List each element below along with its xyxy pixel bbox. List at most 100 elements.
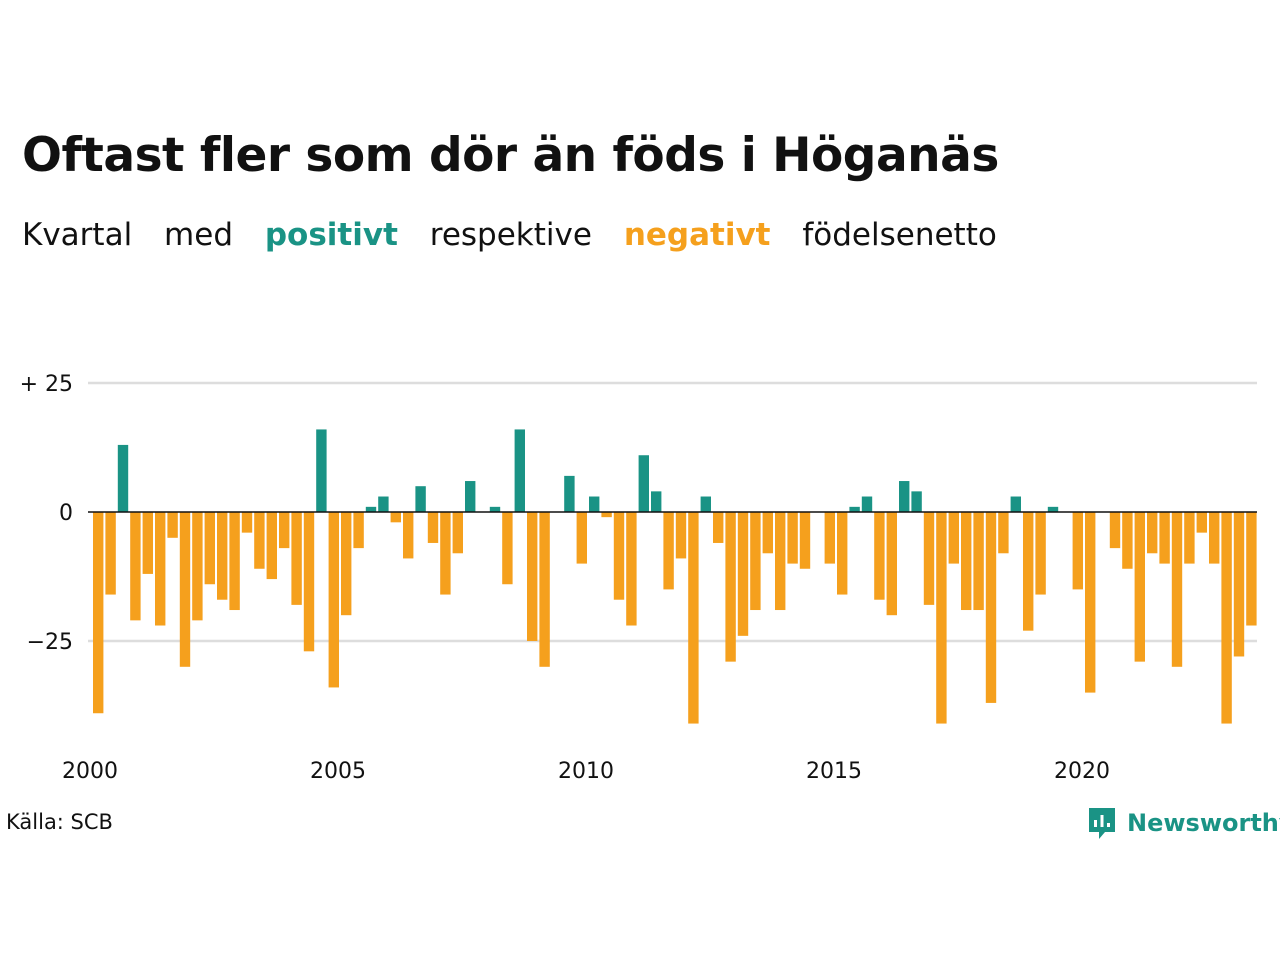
bar [1221,512,1232,724]
bar [390,512,401,523]
subtitle-word-med: med [164,217,233,253]
bar [861,496,873,512]
bar [1035,512,1046,595]
bar [142,512,153,574]
bar [204,512,215,585]
bar [440,512,451,595]
bar [254,512,265,569]
bar [837,512,848,595]
subtitle-word-fodelsenetto: födelsenetto [802,217,997,253]
bar [353,512,364,549]
subtitle-word-respektive: respektive [429,217,592,253]
bar-chart: + 25 0 −25 2000 2005 2010 2015 2020 [20,372,1257,784]
newsworthy-logo[interactable]: Newsworthy [1087,803,1280,843]
bar [1072,512,1083,590]
bar [229,512,240,611]
bar [1134,512,1145,662]
bar [403,512,414,559]
bar [675,512,687,559]
bar [725,512,736,662]
source-note: Källa: SCB [6,810,113,834]
bar [1109,512,1121,549]
bar [688,512,699,724]
bar [1010,496,1021,512]
bar [502,512,513,585]
x-tick-labels: 2000 2005 2010 2015 2020 [62,759,1110,784]
bar [762,512,773,554]
bar [899,481,910,512]
bar [415,486,426,512]
y-tick-label: −25 [27,630,73,655]
bar [1122,512,1133,569]
bar [328,512,339,688]
bar [452,512,463,554]
y-tick-labels: + 25 0 −25 [20,372,73,655]
bar [465,481,476,512]
bar [93,512,104,714]
bar [1209,512,1220,564]
newsworthy-logo-icon [1089,808,1115,839]
bar [589,496,600,512]
bar [713,512,724,543]
bar [1159,512,1170,564]
bar [192,512,203,621]
x-tick-label: 2015 [806,759,862,784]
bar [117,444,129,512]
y-tick-label: 0 [59,501,73,526]
bar [291,512,302,605]
bar [750,512,761,611]
bar [923,512,935,605]
bar [601,512,612,518]
bar [217,512,228,600]
bar [365,506,377,512]
bar [427,512,439,543]
bar [179,512,191,667]
bar [105,512,116,595]
bar [973,512,984,611]
newsworthy-logo-text: Newsworthy [1127,809,1280,837]
bar [824,512,835,564]
chart-title: Oftast fler som dör än föds i Höganäs [22,128,999,183]
bar [489,506,501,512]
x-tick-label: 2010 [558,759,614,784]
bar [1196,512,1207,533]
bar [1233,512,1245,657]
y-tick-label: + 25 [20,372,73,397]
bar [316,429,327,512]
bar [787,512,798,564]
bar [266,512,277,580]
chart-subtitle: Kvartal med positivt respektive negativt… [22,217,1019,253]
bar [651,491,662,512]
bar [564,475,575,512]
bar [341,512,352,616]
bar [737,512,749,636]
bar [936,512,947,724]
bar [1171,512,1183,667]
bar [155,512,166,626]
bar [886,512,897,616]
bar [539,512,550,667]
bar [378,496,389,512]
x-tick-label: 2005 [310,759,366,784]
subtitle-positive-label: positivt [264,217,398,253]
bar [613,512,625,600]
bar [241,512,253,533]
bar [1184,512,1195,564]
bar [1085,512,1096,693]
bar [303,512,315,652]
x-tick-label: 2000 [62,759,118,784]
grid-layer [88,381,1257,643]
bar [874,512,885,600]
bar [985,512,997,703]
bar [638,455,649,512]
bar [1023,512,1034,631]
bar [663,512,674,590]
bar [167,512,178,538]
bar [998,512,1009,554]
bar [130,512,141,621]
bar [1047,506,1059,512]
bar [911,491,922,512]
bar [1246,512,1257,626]
bar [279,512,290,549]
bar [961,512,972,611]
